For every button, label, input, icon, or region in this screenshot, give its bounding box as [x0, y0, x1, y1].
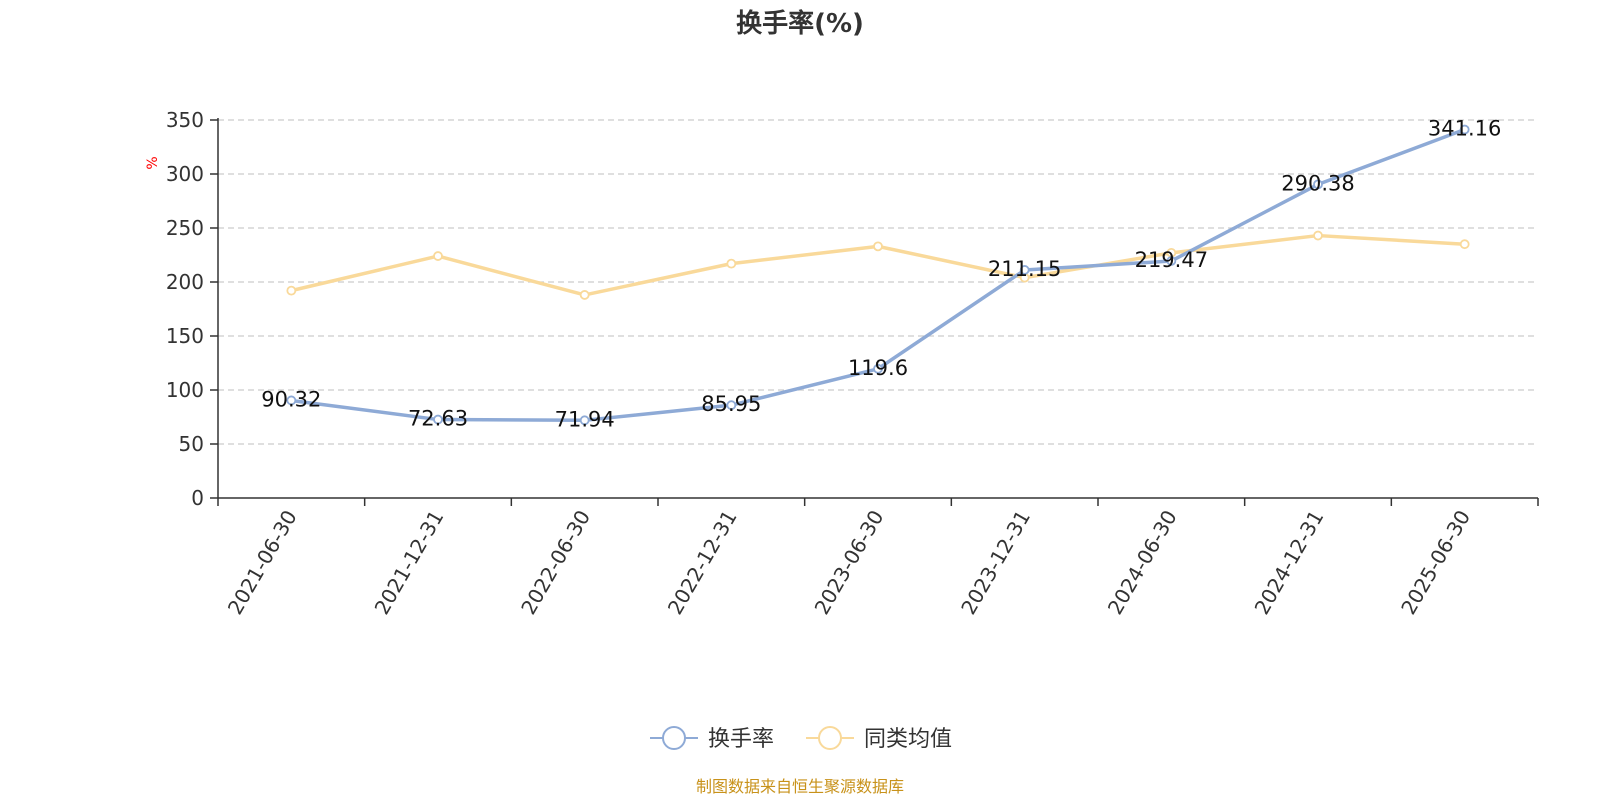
legend-item-同类均值[interactable]: 同类均值 [806, 726, 952, 752]
legend-marker [818, 726, 842, 750]
data-label: 219.47 [1135, 248, 1208, 272]
series-point [286, 285, 297, 296]
series-point [433, 414, 443, 425]
legend[interactable]: 换手率 同类均值 [650, 726, 952, 752]
series-point [1459, 239, 1470, 250]
legend-marker [662, 726, 686, 750]
series-point [873, 363, 883, 374]
series-point [579, 290, 590, 300]
y-tick-label: 250 [166, 216, 204, 240]
y-tick-label: 0 [191, 486, 204, 510]
x-tick-label: 2021-06-30 [223, 506, 302, 619]
x-tick-label: 2022-12-31 [663, 506, 742, 619]
legend-label: 换手率 [708, 727, 774, 752]
x-tick-label: 2023-12-31 [956, 506, 1035, 619]
y-tick-label: 150 [166, 324, 204, 348]
data-label: 85.95 [701, 392, 761, 416]
series-point [1019, 265, 1030, 275]
x-tick-label: 2023-06-30 [809, 506, 888, 619]
y-tick-label: 350 [166, 108, 204, 132]
series-point [1459, 124, 1470, 135]
y-tick-label: 100 [166, 378, 204, 402]
y-tick-label: 300 [166, 162, 204, 186]
series-point [1166, 256, 1177, 266]
chart-title: 换手率(%) [736, 8, 864, 39]
data-label: 72.63 [408, 407, 468, 431]
data-label: 90.32 [261, 387, 321, 411]
data-label: 290.38 [1281, 171, 1354, 195]
data-label: 341.16 [1428, 117, 1501, 141]
series-point [1313, 230, 1323, 241]
series-point [1313, 179, 1323, 190]
source-note: 制图数据来自恒生聚源数据库 [696, 777, 904, 796]
y-axis-unit: % [145, 156, 161, 169]
x-tick-label: 2022-06-30 [516, 506, 595, 619]
series-point [726, 258, 737, 269]
y-tick-label: 200 [166, 270, 204, 294]
series-point [579, 415, 590, 426]
data-labels: 90.32 72.63 71.94 85.95 119.6 211.15 219.47 290… [261, 117, 1501, 432]
y-tick-label: 50 [179, 432, 204, 456]
legend-label: 同类均值 [864, 727, 952, 752]
data-label: 71.94 [555, 407, 615, 431]
data-label: 119.6 [848, 356, 908, 380]
series-point [433, 251, 443, 261]
legend-item-换手率[interactable]: 换手率 [650, 726, 774, 752]
x-tick-label: 2021-12-31 [369, 506, 448, 619]
series-point [726, 400, 737, 411]
x-tick-label: 2025-06-30 [1396, 506, 1475, 619]
grid-lines [218, 119, 1538, 445]
x-tick-label: 2024-06-30 [1103, 506, 1182, 619]
series-point [286, 395, 297, 406]
series-point [873, 241, 883, 252]
data-label: 211.15 [988, 257, 1061, 281]
series-layer [286, 124, 1470, 426]
x-tick-label: 2024-12-31 [1249, 506, 1328, 619]
